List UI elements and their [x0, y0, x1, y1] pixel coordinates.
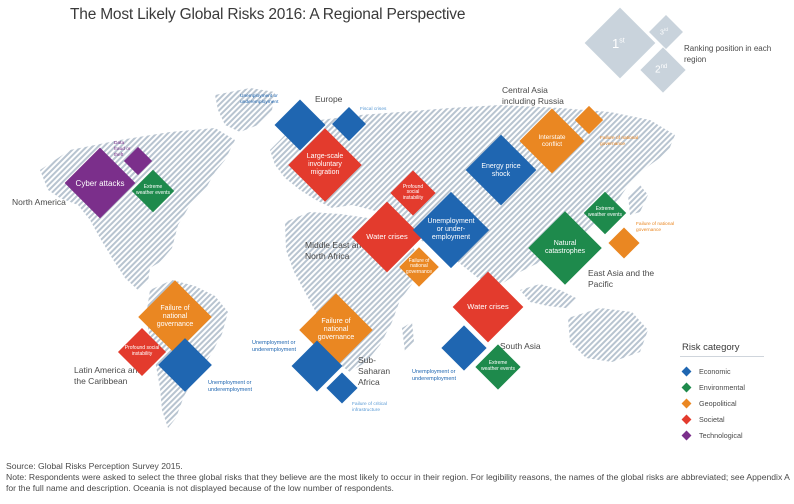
risk-label-eu-1: Large-scale involuntary migration [306, 153, 344, 176]
risk-label-sa-1: Water crises [467, 301, 509, 311]
risk-label-me-3: Profound social instability [402, 183, 424, 201]
risk-label-me-2: Unemployment or under-employment [427, 218, 475, 241]
footer: Source: Global Risks Perception Survey 2… [6, 461, 790, 495]
key-description: Ranking position in each region [684, 44, 772, 64]
risk-label-na-2: Extreme weather events [136, 184, 170, 196]
region-east-asia: East Asia and the Pacific [588, 268, 655, 289]
region-north-america: North America [12, 197, 66, 207]
continent-australia [568, 308, 648, 362]
risk-label-me-1: Water crises [366, 231, 408, 241]
key-first-label: 1st [612, 36, 625, 51]
risk-label-ca-2: Interstate conflict [538, 133, 566, 148]
legend-divider [680, 356, 764, 357]
risk-label-eu-3: Fiscal crises [360, 107, 387, 112]
region-sub-saharan: Sub-Saharan Africa [358, 355, 391, 387]
legend-swatch-societal [681, 414, 692, 425]
legend-item-economic: Economic [681, 366, 731, 377]
risk-label-na-1: Cyber attacks [75, 178, 125, 188]
risk-label-ca-3: Failure of national governance [600, 136, 639, 147]
legend-swatch-geopolitical [681, 398, 692, 409]
continent-japan [628, 185, 648, 215]
legend-item-geopolitical: Geopolitical [681, 398, 737, 409]
risk-label-la-3: Unemployment or underemployment [208, 380, 253, 393]
region-central-asia: Central Asia including Russia [502, 85, 564, 106]
risk-label-ea-2: Extreme weather events [588, 206, 622, 218]
region-south-asia: South Asia [500, 341, 541, 351]
risk-label-ea-3: Failure of national governance [636, 222, 675, 233]
legend-item-technological: Technological [681, 430, 743, 441]
risk-label-ss-3: Failure of critical infrastructure [352, 402, 387, 413]
risk-label-la-1: Failure of national governance [156, 305, 194, 328]
legend-title: Risk category [682, 342, 740, 353]
risk-label-ss-2: Unemployment or underemployment [252, 340, 297, 353]
continent-madagascar [402, 322, 414, 352]
footer-source: Source: Global Risks Perception Survey 2… [6, 461, 183, 471]
region-latin-america: Latin America and the Caribbean [74, 365, 143, 386]
risk-label-sa-3: Extreme weather events [481, 360, 515, 372]
legend-item-societal: Societal [681, 414, 725, 425]
key-third-label: 3rd [660, 27, 668, 37]
risk-label-me-4: Failure of national governance [405, 257, 433, 275]
risk-label-na-3: Data fraud or theft [114, 141, 131, 158]
legend-swatch-environmental [681, 382, 692, 393]
region-middle-east: Middle East and North Africa [305, 240, 366, 261]
key-second-label: 2nd [655, 64, 668, 76]
chart-title: The Most Likely Global Risks 2016: A Reg… [70, 6, 466, 23]
risk-label-ca-1: Energy price shock [481, 163, 521, 178]
risk-label-sa-2: Unemployment or underemployment [412, 369, 457, 382]
risk-label-ss-1: Failure of national governance [317, 318, 355, 341]
region-europe: Europe [315, 94, 343, 104]
legend-swatch-technological [681, 430, 692, 441]
risk-label-la-2: Profound social instability [124, 345, 160, 357]
continent-se-asia [520, 284, 576, 308]
continent-greenland [215, 88, 275, 132]
risk-label-eu-2: Unemployment or underemployment [240, 94, 279, 105]
legend-swatch-economic [681, 366, 692, 377]
risk-label-ea-1: Natural catastrophes [544, 240, 586, 255]
legend-item-environmental: Environmental [681, 382, 745, 393]
footer-note: Note: Respondents were asked to select t… [6, 472, 790, 494]
